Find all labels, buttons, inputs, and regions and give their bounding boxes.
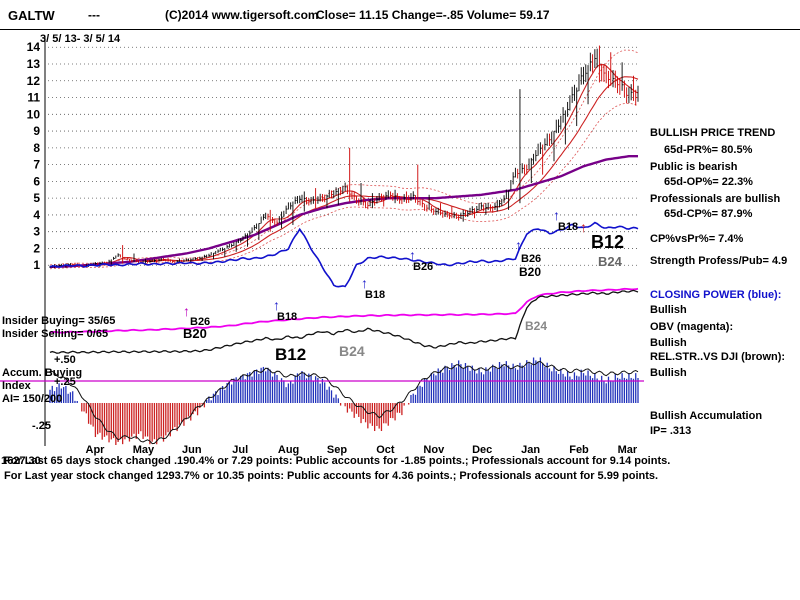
- svg-text:12: 12: [27, 74, 41, 88]
- professionals-sentiment-label: Professionals are bullish: [650, 193, 781, 205]
- svg-text:7: 7: [33, 158, 40, 172]
- svg-text:Dec: Dec: [472, 444, 492, 456]
- rel-strength-header: REL.STR..VS DJI (brown):: [650, 351, 786, 363]
- accum-index-label: Index: [2, 380, 31, 392]
- svg-text:+.25: +.25: [54, 376, 76, 388]
- svg-text:-.25: -.25: [32, 420, 51, 432]
- svg-text:14: 14: [27, 40, 41, 54]
- obv-status: Bullish: [650, 337, 687, 349]
- public-sentiment-label: Public is bearish: [650, 161, 738, 173]
- cp-vs-pr-value: CP%vsPr%= 7.4%: [650, 233, 744, 245]
- svg-text:B18: B18: [277, 311, 297, 323]
- svg-text:6: 6: [33, 174, 40, 188]
- svg-text:B20: B20: [519, 265, 541, 279]
- insider-selling-label: Insider Selling= 0/65: [2, 328, 109, 340]
- svg-text:Aug: Aug: [278, 444, 299, 456]
- quote-stats: Close= 11.15 Change=-.85 Volume= 59.17: [316, 8, 550, 22]
- svg-text:B26: B26: [521, 253, 541, 265]
- stats-line-year: For Last year stock changed 1293.7% or 1…: [4, 470, 659, 482]
- svg-text:B24: B24: [598, 254, 623, 269]
- svg-text:10: 10: [27, 107, 41, 121]
- copyright-label: (C)2014 www.tigersoft.com: [165, 8, 319, 22]
- date-range-label: 3/ 5/ 13- 3/ 5/ 14: [40, 33, 121, 45]
- svg-text:8: 8: [33, 141, 40, 155]
- svg-text:↑: ↑: [580, 219, 587, 235]
- insider-buying-label: Insider Buying= 35/65: [2, 315, 116, 327]
- svg-text:B12: B12: [275, 345, 306, 364]
- svg-text:Oct: Oct: [376, 444, 395, 456]
- price-trend-header: BULLISH PRICE TREND: [650, 127, 776, 139]
- svg-text:Jul: Jul: [232, 444, 248, 456]
- closing-power-header: CLOSING POWER (blue):: [650, 289, 782, 301]
- svg-text:9: 9: [33, 124, 40, 138]
- svg-text:↑: ↑: [553, 207, 560, 223]
- strength-ratio-value: Strength Profess/Pub= 4.9: [650, 255, 788, 267]
- svg-text:B20: B20: [183, 326, 207, 341]
- svg-text:↑: ↑: [409, 247, 416, 263]
- svg-text:B12: B12: [591, 232, 624, 252]
- header-dashes: ---: [88, 8, 100, 22]
- svg-text:Jan: Jan: [521, 444, 540, 456]
- svg-text:Mar: Mar: [618, 444, 638, 456]
- svg-text:↑: ↑: [273, 297, 280, 313]
- rel-strength-status: Bullish: [650, 367, 687, 379]
- svg-text:B26: B26: [413, 261, 433, 273]
- ip-value: IP= .313: [650, 425, 692, 437]
- svg-text:B18: B18: [365, 289, 385, 301]
- stats-line-65d: For Last 65 days stock changed .190.4% o…: [4, 455, 671, 467]
- svg-text:Jun: Jun: [182, 444, 202, 456]
- svg-text:↑: ↑: [515, 237, 522, 253]
- svg-text:+.50: +.50: [54, 354, 76, 366]
- svg-text:Nov: Nov: [423, 444, 445, 456]
- svg-text:B26: B26: [190, 316, 210, 328]
- svg-text:B24: B24: [525, 319, 547, 333]
- svg-text:May: May: [133, 444, 155, 456]
- header-divider: [0, 29, 800, 30]
- svg-text:↑: ↑: [361, 275, 368, 291]
- accum-buying-label: Accum. Buying: [2, 367, 83, 379]
- obv-header: OBV (magenta):: [650, 321, 734, 333]
- svg-text:Apr: Apr: [86, 444, 106, 456]
- svg-text:4: 4: [33, 208, 40, 222]
- ticker-symbol: GALTW: [8, 8, 55, 23]
- pr-percent-value: 65d-PR%= 80.5%: [664, 144, 753, 156]
- ai-ratio-label: AI= 150/200: [2, 393, 63, 405]
- svg-text:Sep: Sep: [327, 444, 347, 456]
- svg-text:1: 1: [33, 258, 40, 272]
- svg-text:3: 3: [33, 225, 40, 239]
- closing-power-status: Bullish: [650, 304, 687, 316]
- stats-overlay-number: 1627.30: [1, 455, 41, 467]
- svg-text:Feb: Feb: [569, 444, 589, 456]
- svg-text:↑: ↑: [183, 303, 190, 319]
- op-percent-value: 65d-OP%= 22.3%: [664, 176, 753, 188]
- svg-text:2: 2: [33, 241, 40, 255]
- cp-percent-value: 65d-CP%= 87.9%: [664, 208, 753, 220]
- svg-text:5: 5: [33, 191, 40, 205]
- svg-text:B18: B18: [558, 221, 578, 233]
- svg-text:13: 13: [27, 57, 41, 71]
- svg-text:11: 11: [27, 91, 40, 105]
- svg-text:B24: B24: [339, 343, 365, 359]
- accumulation-status: Bullish Accumulation: [650, 410, 763, 422]
